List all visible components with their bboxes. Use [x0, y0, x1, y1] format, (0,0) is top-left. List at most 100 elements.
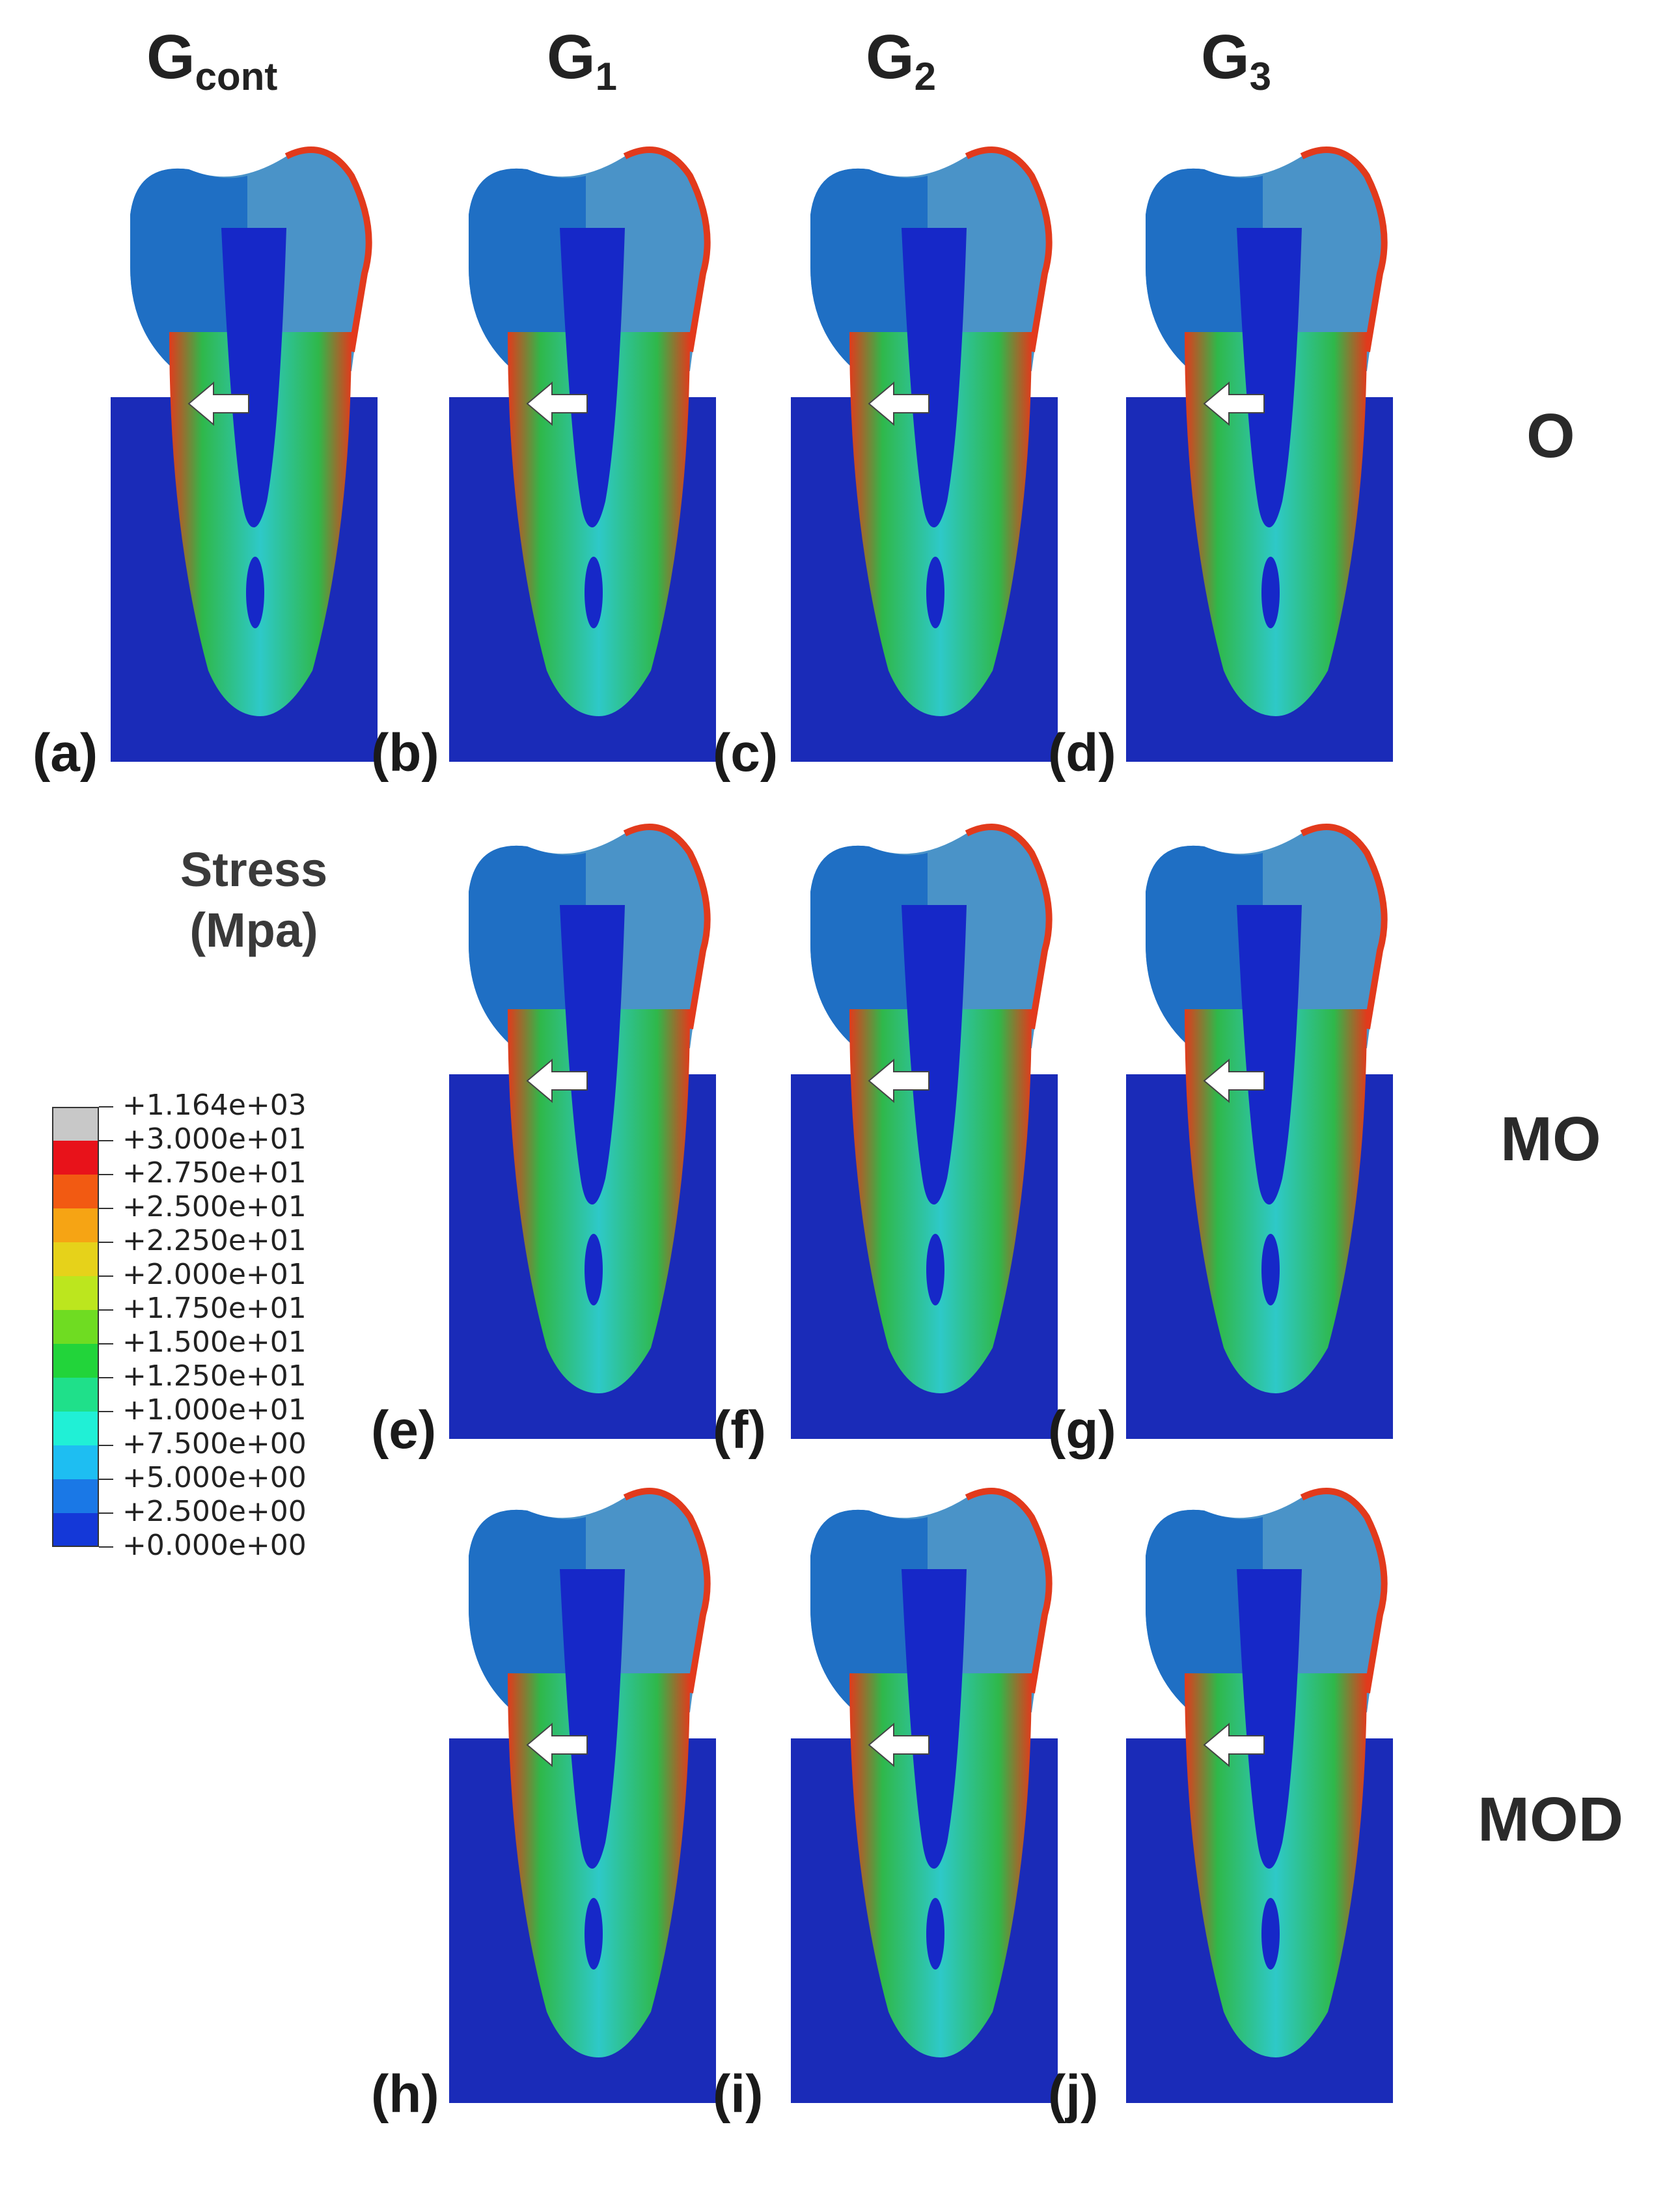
tooth-root [1185, 1673, 1367, 2057]
white-arrow-left-icon [526, 381, 588, 426]
crown-shadow [810, 845, 928, 1048]
panel-label: (f) [713, 1400, 766, 1460]
stress-panel-d: (d) [1048, 137, 1458, 783]
legend-title-line1: Stress [180, 843, 328, 897]
pulp-canal [1237, 905, 1302, 1205]
white-arrow-left-icon [526, 1722, 588, 1768]
white-arrow-left-icon [526, 1058, 588, 1104]
apical-canal [246, 557, 264, 628]
legend-swatch [52, 1479, 99, 1513]
crown-stress-edge [284, 146, 372, 352]
legend-level: +7.500e+00 [52, 1427, 391, 1479]
apical-canal [1261, 1234, 1280, 1305]
column-header-g1: G1 [547, 22, 618, 98]
apical-canal [926, 1898, 944, 1970]
white-arrow-left-icon [1203, 1722, 1265, 1768]
legend-level: +5.000e+00 [52, 1461, 391, 1513]
apical-canal [585, 557, 603, 628]
legend-tick-label: +1.750e+01 [122, 1292, 307, 1325]
legend-tick [99, 1208, 113, 1209]
legend-tick-label: +2.250e+01 [122, 1224, 307, 1257]
pulp-canal [560, 1569, 625, 1869]
white-arrow-left-icon [868, 1722, 930, 1768]
panel-label: (d) [1048, 723, 1116, 783]
legend-level: +1.500e+01 [52, 1326, 391, 1378]
stress-panel-j: (j) [1048, 1478, 1458, 2124]
crown-shadow [130, 168, 247, 371]
crown-shadow [810, 168, 928, 371]
legend-level: +1.000e+01 [52, 1393, 391, 1445]
panel-label: (b) [371, 723, 439, 783]
pulp-canal [1237, 228, 1302, 527]
legend-tick-label: +5.000e+00 [122, 1461, 307, 1494]
stress-panel-h: (h) [371, 1478, 781, 2124]
apical-canal [585, 1898, 603, 1970]
legend-level: +2.500e+00 [52, 1495, 391, 1547]
stress-panel-a: (a) [33, 137, 443, 783]
crown-shadow [469, 168, 586, 371]
tooth-root [1185, 332, 1367, 716]
legend-tick-label: +1.250e+01 [122, 1359, 307, 1393]
legend-title-line2: (Mpa) [189, 902, 318, 957]
panel-label: (i) [713, 2065, 764, 2124]
crown-stress-edge [623, 146, 711, 352]
legend-swatch [52, 1344, 99, 1378]
crown-stress-edge [1300, 824, 1388, 1029]
legend-tick [99, 1479, 113, 1480]
crown-stress-edge [1300, 1488, 1388, 1693]
apical-canal [926, 1234, 944, 1305]
legend-tick-label: +1.500e+01 [122, 1326, 307, 1359]
crown-stress-edge [965, 146, 1053, 352]
legend-swatch [52, 1276, 99, 1310]
white-arrow-left-icon [1203, 1058, 1265, 1104]
white-arrow-left-icon [868, 381, 930, 426]
crown-stress-edge [965, 1488, 1053, 1693]
crown-shadow [810, 1509, 928, 1712]
tooth-stress-map [449, 1488, 716, 2103]
legend-swatch [52, 1208, 99, 1242]
legend-tick [99, 1411, 113, 1412]
crown-shadow [1146, 845, 1263, 1048]
legend-tick [99, 1309, 113, 1311]
crown-shadow [1146, 168, 1263, 371]
legend-tick-label: +2.000e+01 [122, 1258, 307, 1291]
apical-canal [585, 1234, 603, 1305]
tooth-stress-map [449, 824, 716, 1439]
legend-tick-label: +7.500e+00 [122, 1427, 307, 1460]
panel-label: (a) [33, 723, 98, 783]
apical-canal [1261, 557, 1280, 628]
legend-level: +2.250e+01 [52, 1224, 391, 1276]
column-header-g2: G2 [866, 22, 937, 98]
legend-swatch [52, 1513, 99, 1547]
legend-tick [99, 1445, 113, 1446]
crown-stress-edge [623, 1488, 711, 1693]
legend-tick-label: +3.000e+01 [122, 1122, 307, 1156]
tooth-root [849, 1009, 1032, 1393]
stress-panel-b: (b) [371, 137, 781, 783]
stress-panel-g: (g) [1048, 814, 1458, 1460]
crown-shadow [1146, 1509, 1263, 1712]
legend-tick [99, 1242, 113, 1243]
row-label-mod: MOD [1478, 1785, 1623, 1854]
crown-stress-edge [1300, 146, 1388, 352]
legend-tick-label: +1.164e+03 [122, 1089, 307, 1122]
panel-label: (h) [371, 2065, 439, 2124]
panel-label: (c) [713, 723, 778, 783]
tooth-stress-map [1126, 824, 1393, 1439]
stress-panel-c: (c) [713, 137, 1123, 783]
legend-tick [99, 1140, 113, 1141]
stress-panel-i: (i) [713, 1478, 1123, 2124]
stress-panel-f: (f) [713, 814, 1123, 1460]
apical-canal [1261, 1898, 1280, 1970]
tooth-root [849, 332, 1032, 716]
legend-swatch [52, 1107, 99, 1141]
crown-shadow [469, 845, 586, 1048]
stress-panel-e: (e) [371, 814, 781, 1460]
legend-title: Stress (Mpa) [130, 840, 378, 960]
pulp-canal [902, 905, 967, 1205]
apical-canal [926, 557, 944, 628]
legend-swatch [52, 1242, 99, 1276]
legend-tick [99, 1546, 113, 1548]
white-arrow-left-icon [868, 1058, 930, 1104]
tooth-stress-map [791, 1488, 1058, 2103]
